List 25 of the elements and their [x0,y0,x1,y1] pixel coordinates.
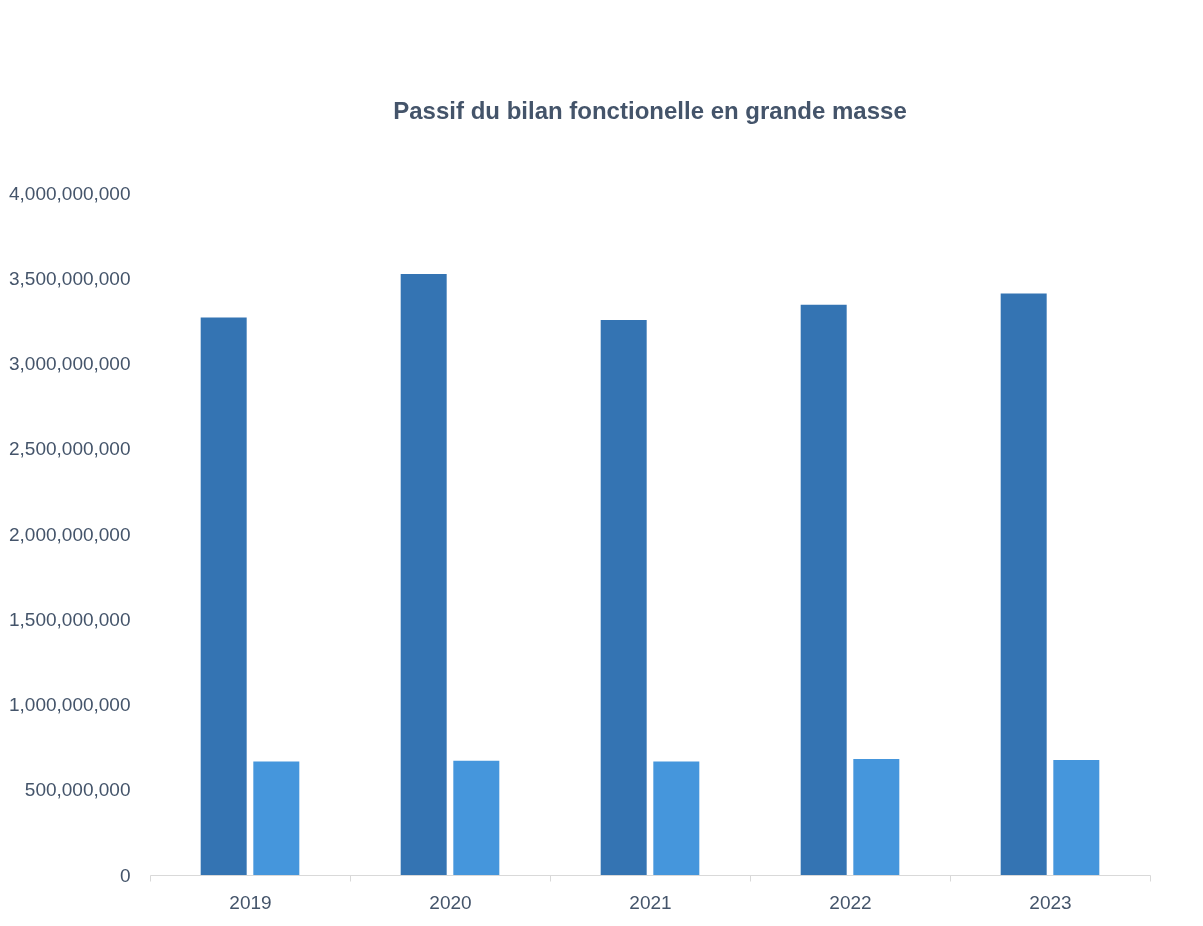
bar [853,759,900,875]
x-tick-label: 2022 [829,891,872,913]
y-tick-label: 3,000,000,000 [8,353,131,374]
bar [600,320,647,875]
x-tick-label: 2023 [1029,891,1072,913]
y-tick-label: 2,000,000,000 [8,523,131,545]
y-tick-label: 1,500,000,000 [8,608,131,630]
y-tick-label: 0 [119,864,131,886]
bar [253,761,300,875]
y-tick-label: 1,000,000,000 [8,694,131,715]
bar [400,273,447,875]
chart-title: Passif du bilan fonctionelle en grande masse [393,97,907,124]
x-tick-label: 2020 [429,891,472,913]
bar [453,760,500,875]
bar [1053,759,1100,875]
y-tick-label: 500,000,000 [24,779,131,801]
bar [1000,293,1047,875]
bar [653,761,700,875]
y-tick-label: 3,500,000,000 [8,267,131,289]
x-tick-label: 2021 [629,891,672,913]
bar [200,317,247,875]
y-tick-label: 2,500,000,000 [8,438,131,460]
bar [800,304,847,875]
x-tick-label: 2019 [229,891,272,913]
y-tick-label: 4,000,000,000 [8,182,131,204]
